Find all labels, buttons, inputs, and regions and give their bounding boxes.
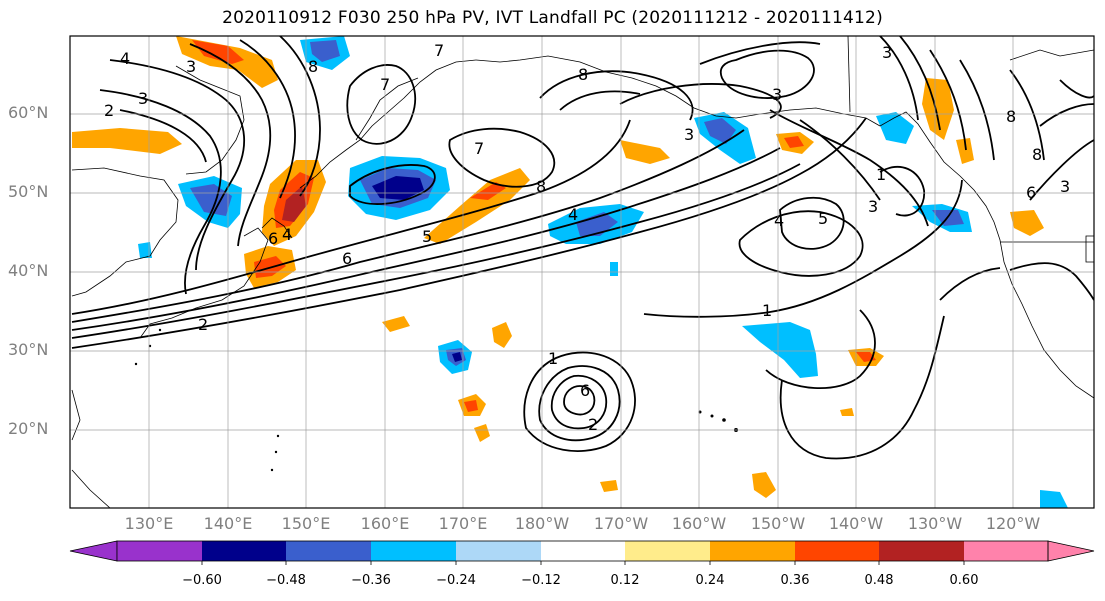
contour-label: 8 (578, 65, 588, 84)
lon-label-130e: 130°E (124, 514, 174, 533)
contour-label: 8 (308, 57, 318, 76)
lon-label-140e: 140°E (203, 514, 253, 533)
colorbar-tick-label: −0.24 (436, 573, 476, 588)
lon-label-170e: 170°E (438, 514, 488, 533)
contour-label: 4 (774, 211, 784, 230)
contour-label: 7 (474, 139, 484, 158)
contour-labels: 4 3 2 3 8 7 6 2 4 8 7 8 3 3 3 8 6 5 4 3 … (104, 41, 1070, 434)
contour-label: 8 (1032, 145, 1042, 164)
colorbar-tick-label: 0.48 (864, 573, 894, 588)
contour-label: 7 (434, 41, 444, 60)
contour-label: 4 (120, 49, 130, 68)
lon-label-140w: 140°W (828, 514, 884, 533)
lon-label-150e: 150°E (281, 514, 331, 533)
map-frame (69, 35, 1095, 509)
gridlines (70, 36, 1094, 508)
colorbar-tick-label: 0.60 (949, 573, 979, 588)
colorbar-tick-label: −0.60 (182, 573, 222, 588)
map-title: 2020110912 F030 250 hPa PV, IVT Landfall… (222, 8, 883, 28)
contour-label: 5 (422, 227, 432, 246)
contour-label: 3 (1060, 177, 1070, 196)
colorbar-extend-low (69, 540, 118, 562)
contour-label: 7 (380, 75, 390, 94)
colorbar (69, 540, 1095, 565)
lat-label-40n: 40°N (8, 261, 49, 280)
lon-label-130w: 130°W (907, 514, 963, 533)
contour-label: 6 (268, 229, 278, 248)
contour-label: 3 (882, 43, 892, 62)
contour-label: 4 (282, 225, 292, 244)
lon-label-180w: 180°W (514, 514, 570, 533)
contour-label: 3 (868, 197, 878, 216)
lon-label-170w: 170°W (593, 514, 649, 533)
contour-label: 3 (684, 125, 694, 144)
contour-label: 3 (772, 85, 782, 104)
lon-label-120w: 120°W (985, 514, 1041, 533)
contour-label: 5 (818, 209, 828, 228)
colorbar-tick-label: 0.12 (610, 573, 640, 588)
colorbar-extend-high (1047, 540, 1095, 562)
ivt-contours (71, 36, 1094, 460)
contour-label: 6 (580, 381, 590, 400)
contour-label: 8 (536, 177, 546, 196)
lat-label-20n: 20°N (8, 419, 49, 438)
contour-label: 6 (342, 249, 352, 268)
lon-label-160w: 160°W (671, 514, 727, 533)
contour-label: 1 (876, 165, 886, 184)
contour-label: 1 (548, 349, 558, 368)
contour-label: 4 (568, 205, 578, 224)
colorbar-tick-label: 0.36 (780, 573, 810, 588)
contour-label: 1 (762, 301, 772, 320)
contour-label: 3 (138, 89, 148, 108)
lat-label-60n: 60°N (8, 103, 49, 122)
colorbar-tick-label: −0.12 (521, 573, 561, 588)
colorbar-tick-label: −0.36 (351, 573, 391, 588)
lat-label-50n: 50°N (8, 182, 49, 201)
contour-label: 2 (588, 415, 598, 434)
lon-label-150w: 150°W (750, 514, 806, 533)
colorbar-tick-label: 0.24 (695, 573, 725, 588)
contour-label: 2 (104, 101, 114, 120)
lat-label-30n: 30°N (8, 340, 49, 359)
contour-label: 6 (1026, 183, 1036, 202)
contour-label: 3 (186, 57, 196, 76)
lon-label-160e: 160°E (360, 514, 410, 533)
colorbar-tick-label: −0.48 (266, 573, 306, 588)
contour-label: 2 (198, 315, 208, 334)
contour-label: 8 (1006, 107, 1016, 126)
